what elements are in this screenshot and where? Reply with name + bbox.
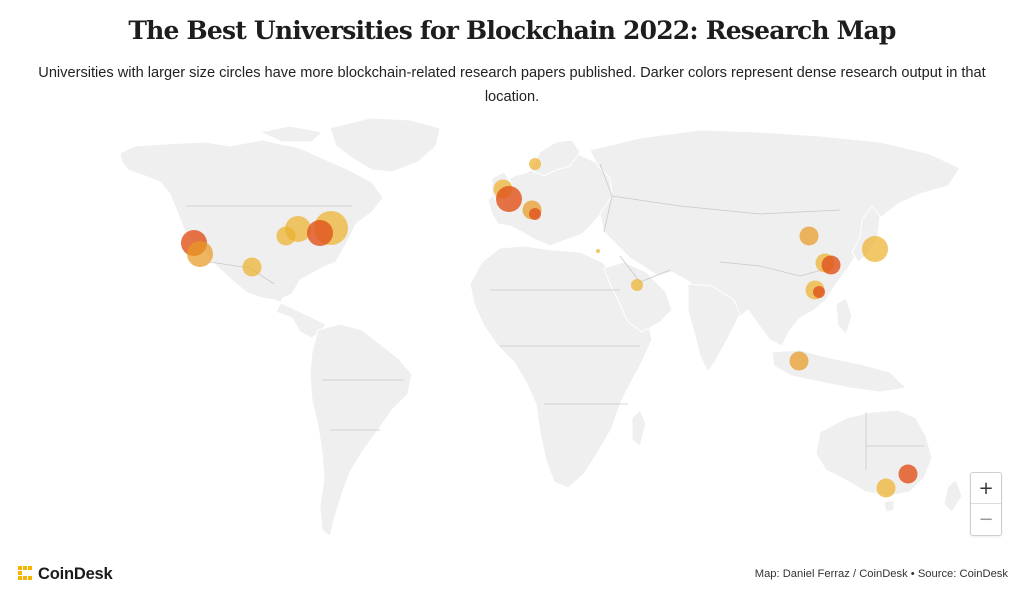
university-marker[interactable]: [789, 351, 809, 371]
land-greenland: [329, 117, 441, 173]
university-marker[interactable]: [813, 286, 825, 298]
university-marker[interactable]: [821, 255, 841, 275]
marker-layer[interactable]: [181, 158, 918, 498]
university-marker[interactable]: [187, 241, 213, 267]
university-marker[interactable]: [529, 208, 541, 220]
university-marker[interactable]: [898, 464, 918, 484]
land-india: [687, 283, 741, 373]
land-layer: [119, 117, 963, 537]
border-australia: [865, 412, 924, 470]
university-marker[interactable]: [876, 478, 896, 498]
land-scandinavia: [529, 139, 581, 177]
university-marker[interactable]: [596, 249, 600, 253]
map-subtitle: Universities with larger size circles ha…: [38, 65, 986, 105]
map-credit: Map: Daniel Ferraz / CoinDesk • Source: …: [754, 568, 1008, 580]
border-layer: [186, 163, 924, 470]
land-asia: [589, 129, 961, 347]
university-marker[interactable]: [496, 186, 522, 212]
land-philippines: [835, 297, 853, 335]
university-marker[interactable]: [631, 279, 643, 291]
land-tasmania: [883, 499, 895, 513]
border-china-south: [719, 261, 823, 277]
zoom-out-button[interactable]: −: [978, 508, 994, 530]
coindesk-logo[interactable]: CoinDesk: [17, 563, 113, 585]
land-australia: [815, 409, 933, 497]
university-marker[interactable]: [307, 220, 333, 246]
land-north-america: [119, 139, 384, 339]
land-new-zealand: [943, 479, 963, 513]
university-marker[interactable]: [529, 158, 541, 170]
zoom-control: + −: [970, 472, 1002, 536]
university-marker[interactable]: [285, 216, 311, 242]
university-marker[interactable]: [242, 257, 262, 277]
border-south-america: [322, 379, 404, 431]
land-arctic-islands: [259, 125, 323, 143]
zoom-in-button[interactable]: +: [971, 473, 1001, 504]
coindesk-logo-text: CoinDesk: [38, 564, 113, 583]
university-marker[interactable]: [799, 226, 819, 246]
land-arabia: [603, 261, 673, 333]
land-africa: [469, 245, 653, 489]
land-madagascar: [631, 409, 647, 447]
map-title: The Best Universities for Blockchain 202…: [128, 16, 896, 45]
border-russia-south: [611, 195, 841, 215]
university-marker[interactable]: [862, 236, 888, 262]
coindesk-logo-icon: [18, 566, 32, 580]
